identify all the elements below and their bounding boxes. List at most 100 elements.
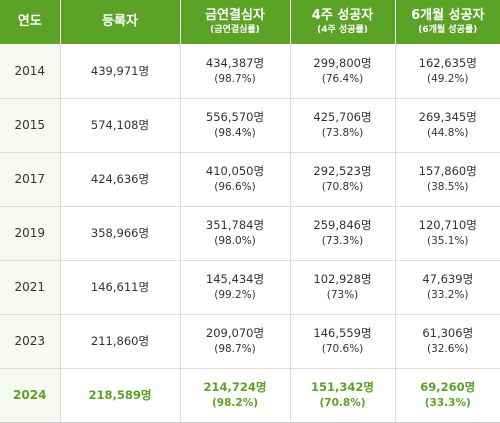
header-quit: 금연결심자 (금연결심률) bbox=[179, 0, 290, 44]
month6-count: 47,639명 bbox=[422, 272, 474, 286]
quit-count: 214,724명 bbox=[203, 380, 267, 394]
registered-cell: 358,966명 bbox=[59, 206, 180, 261]
quit-rate: 98.7% bbox=[181, 71, 290, 87]
week4-rate: 73.8% bbox=[291, 125, 395, 141]
quit-cell: 145,434명99.2% bbox=[179, 260, 290, 315]
week4-cell: 151,342명70.8% bbox=[289, 368, 395, 423]
month6-cell: 69,260명33.3% bbox=[394, 368, 500, 423]
quit-count: 145,434명 bbox=[205, 272, 265, 286]
registered-cell: 424,636명 bbox=[59, 152, 180, 207]
year-cell: 2024 bbox=[0, 368, 60, 423]
week4-count: 151,342명 bbox=[311, 380, 374, 394]
registered-cell: 146,611명 bbox=[59, 260, 180, 315]
quit-count: 434,387명 bbox=[205, 55, 265, 70]
week4-count: 146,559명 bbox=[313, 326, 372, 340]
week4-cell: 425,706명73.8% bbox=[289, 98, 395, 153]
quit-count: 209,070명 bbox=[205, 326, 265, 340]
quit-cell: 351,784명98.0% bbox=[179, 206, 290, 261]
month6-cell: 47,639명33.2% bbox=[394, 260, 500, 315]
month6-count: 61,306명 bbox=[422, 326, 474, 340]
header-year-label: 연도 bbox=[17, 14, 42, 29]
month6-count: 69,260명 bbox=[420, 380, 476, 394]
quit-cell: 434,387명98.7% bbox=[179, 44, 290, 99]
quit-rate: 99.2% bbox=[181, 287, 290, 303]
month6-rate: 44.8% bbox=[396, 125, 500, 141]
quit-cell: 209,070명98.7% bbox=[179, 314, 290, 369]
quit-rate: 98.2% bbox=[181, 395, 290, 411]
week4-rate: 70.8% bbox=[291, 179, 395, 195]
registered-cell: 218,589명 bbox=[59, 368, 180, 423]
table-row: 2019 358,966명 351,784명98.0% 259,846명73.3… bbox=[0, 206, 500, 261]
quit-cell: 410,050명96.6% bbox=[179, 152, 290, 207]
month6-cell: 61,306명32.6% bbox=[394, 314, 500, 369]
table-row: 2023 211,860명 209,070명98.7% 146,559명70.6… bbox=[0, 314, 500, 369]
year-cell: 2015 bbox=[0, 98, 60, 153]
month6-rate: 33.3% bbox=[396, 395, 500, 411]
header-week4-label: 4주 성공자 bbox=[311, 8, 374, 23]
table-row: 2017 424,636명 410,050명96.6% 292,523명70.8… bbox=[0, 152, 500, 207]
quit-count: 351,784명 bbox=[205, 218, 265, 232]
year-cell: 2021 bbox=[0, 260, 60, 315]
quit-cell: 214,724명98.2% bbox=[179, 368, 290, 423]
header-quit-label: 금연결심자 bbox=[205, 8, 265, 23]
header-registered-label: 등록자 bbox=[102, 14, 138, 29]
month6-rate: 49.2% bbox=[396, 71, 500, 87]
month6-rate: 38.5% bbox=[396, 179, 500, 195]
week4-cell: 259,846명73.3% bbox=[289, 206, 395, 261]
header-week4-sublabel: (4주 성공률) bbox=[317, 25, 368, 35]
week4-rate: 76.4% bbox=[291, 71, 395, 87]
week4-cell: 102,928명73% bbox=[289, 260, 395, 315]
month6-count: 269,345명 bbox=[418, 110, 477, 124]
month6-count: 120,710명 bbox=[418, 218, 477, 232]
header-registered: 등록자 bbox=[59, 0, 180, 44]
week4-cell: 299,800명76.4% bbox=[289, 44, 395, 99]
table-row: 2021 146,611명 145,434명99.2% 102,928명73% … bbox=[0, 260, 500, 315]
year-cell: 2017 bbox=[0, 152, 60, 207]
registered-cell: 574,108명 bbox=[59, 98, 180, 153]
week4-cell: 292,523명70.8% bbox=[289, 152, 395, 207]
week4-count: 259,846명 bbox=[313, 218, 372, 232]
year-cell: 2019 bbox=[0, 206, 60, 261]
header-month6: 6개월 성공자 (6개월 성공률) bbox=[394, 0, 500, 44]
week4-rate: 73.3% bbox=[291, 233, 395, 249]
header-week4: 4주 성공자 (4주 성공률) bbox=[289, 0, 395, 44]
week4-count: 425,706명 bbox=[313, 110, 372, 124]
header-month6-label: 6개월 성공자 bbox=[411, 8, 485, 23]
quit-rate: 98.4% bbox=[181, 125, 290, 141]
table-row: 2015 574,108명 556,570명98.4% 425,706명73.8… bbox=[0, 98, 500, 153]
month6-rate: 33.2% bbox=[396, 287, 500, 303]
table-header: 연도 등록자 금연결심자 (금연결심률) 4주 성공자 (4주 성공률) 6개월… bbox=[0, 0, 500, 44]
table-row-highlighted: 2024 218,589명 214,724명98.2% 151,342명70.8… bbox=[0, 368, 500, 423]
year-cell: 2014 bbox=[0, 44, 60, 99]
quit-count: 410,050명 bbox=[205, 164, 265, 178]
month6-cell: 157,860명38.5% bbox=[394, 152, 500, 207]
header-row: 연도 등록자 금연결심자 (금연결심률) 4주 성공자 (4주 성공률) 6개월… bbox=[0, 0, 500, 44]
month6-rate: 32.6% bbox=[396, 341, 500, 357]
quit-rate: 98.7% bbox=[181, 341, 290, 357]
header-quit-sublabel: (금연결심률) bbox=[210, 25, 260, 35]
header-year: 연도 bbox=[0, 0, 60, 44]
week4-cell: 146,559명70.6% bbox=[289, 314, 395, 369]
year-cell: 2023 bbox=[0, 314, 60, 369]
header-month6-sublabel: (6개월 성공률) bbox=[418, 25, 478, 35]
registered-cell: 211,860명 bbox=[59, 314, 180, 369]
week4-count: 102,928명 bbox=[313, 272, 372, 286]
registered-cell: 439,971명 bbox=[59, 44, 180, 99]
month6-count: 157,860명 bbox=[418, 164, 477, 178]
week4-rate: 70.6% bbox=[291, 341, 395, 357]
table-row: 2014 439,971명 434,387명98.7% 299,800명76.4… bbox=[0, 44, 500, 99]
month6-cell: 269,345명44.8% bbox=[394, 98, 500, 153]
quit-cell: 556,570명98.4% bbox=[179, 98, 290, 153]
table-body: 2014 439,971명 434,387명98.7% 299,800명76.4… bbox=[0, 44, 500, 423]
month6-cell: 162,635명49.2% bbox=[394, 44, 500, 99]
month6-cell: 120,710명35.1% bbox=[394, 206, 500, 261]
month6-count: 162,635명 bbox=[418, 55, 477, 70]
month6-rate: 35.1% bbox=[396, 233, 500, 249]
week4-rate: 70.8% bbox=[291, 395, 395, 411]
week4-count: 292,523명 bbox=[313, 164, 372, 178]
quit-count: 556,570명 bbox=[205, 110, 265, 124]
quit-rate: 96.6% bbox=[181, 179, 290, 195]
week4-count: 299,800명 bbox=[313, 55, 372, 70]
